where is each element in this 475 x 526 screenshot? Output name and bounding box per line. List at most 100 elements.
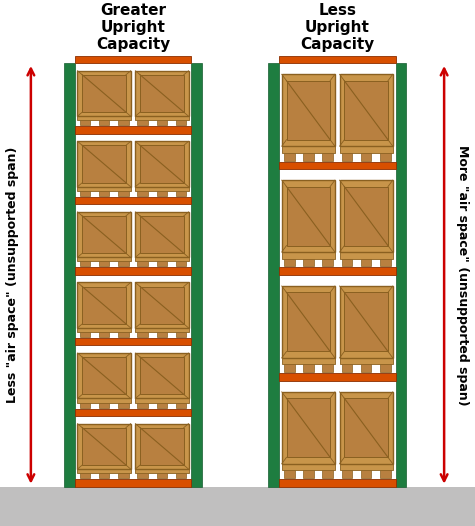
Bar bbox=[118, 120, 129, 125]
Bar bbox=[77, 282, 131, 328]
Bar bbox=[279, 161, 396, 169]
Bar bbox=[282, 180, 335, 252]
Bar bbox=[282, 146, 335, 153]
Bar bbox=[268, 63, 279, 487]
Bar bbox=[282, 74, 335, 146]
Bar bbox=[284, 258, 294, 266]
Bar bbox=[75, 267, 191, 275]
Bar bbox=[322, 258, 333, 266]
Bar bbox=[135, 71, 189, 116]
Bar bbox=[118, 261, 129, 266]
Bar bbox=[80, 402, 90, 408]
Bar bbox=[340, 286, 393, 358]
Text: Less "air space" (unsupported span): Less "air space" (unsupported span) bbox=[6, 147, 19, 403]
Bar bbox=[322, 365, 333, 372]
Bar bbox=[77, 257, 131, 261]
Bar bbox=[284, 365, 294, 372]
Bar bbox=[342, 365, 352, 372]
Bar bbox=[286, 81, 330, 140]
Bar bbox=[80, 332, 90, 337]
Bar bbox=[135, 141, 189, 187]
Bar bbox=[99, 120, 109, 125]
Bar bbox=[322, 470, 333, 478]
Bar bbox=[82, 428, 126, 465]
Bar bbox=[340, 74, 393, 146]
Bar bbox=[77, 328, 131, 332]
Text: More "air space" (unsupported span): More "air space" (unsupported span) bbox=[456, 145, 469, 405]
Bar bbox=[77, 399, 131, 402]
Bar bbox=[176, 120, 186, 125]
Bar bbox=[137, 332, 148, 337]
Bar bbox=[135, 257, 189, 261]
Bar bbox=[137, 473, 148, 478]
Bar bbox=[361, 258, 371, 266]
Bar bbox=[118, 332, 129, 337]
Bar bbox=[135, 469, 189, 473]
Bar bbox=[82, 75, 126, 112]
Bar bbox=[137, 402, 148, 408]
Bar bbox=[282, 252, 335, 258]
Bar bbox=[82, 216, 126, 253]
Bar bbox=[340, 252, 393, 258]
Bar bbox=[135, 328, 189, 332]
Bar bbox=[135, 399, 189, 402]
Bar bbox=[344, 187, 388, 246]
Bar bbox=[135, 187, 189, 191]
Bar bbox=[282, 464, 335, 470]
Bar bbox=[99, 402, 109, 408]
Bar bbox=[157, 120, 167, 125]
Bar bbox=[118, 473, 129, 478]
Bar bbox=[82, 287, 126, 324]
Bar bbox=[303, 470, 314, 478]
Text: Less
Upright
Capacity: Less Upright Capacity bbox=[300, 3, 374, 53]
Bar bbox=[140, 357, 184, 394]
Bar bbox=[75, 126, 191, 134]
Bar bbox=[77, 71, 131, 116]
Bar bbox=[75, 56, 191, 63]
Bar bbox=[157, 332, 167, 337]
Bar bbox=[75, 197, 191, 204]
Bar bbox=[99, 473, 109, 478]
Bar bbox=[118, 402, 129, 408]
Bar bbox=[77, 116, 131, 120]
Bar bbox=[322, 153, 333, 160]
Bar bbox=[286, 292, 330, 351]
Bar bbox=[342, 258, 352, 266]
Bar bbox=[380, 470, 390, 478]
Bar bbox=[361, 470, 371, 478]
Bar bbox=[77, 212, 131, 257]
Bar bbox=[344, 292, 388, 351]
Bar bbox=[157, 402, 167, 408]
Bar bbox=[135, 353, 189, 399]
Bar bbox=[279, 267, 396, 275]
Bar bbox=[75, 409, 191, 416]
Bar bbox=[284, 470, 294, 478]
Bar bbox=[64, 63, 75, 487]
Bar bbox=[135, 423, 189, 469]
Bar bbox=[282, 286, 335, 358]
Bar bbox=[176, 191, 186, 196]
Bar bbox=[340, 392, 393, 464]
Bar bbox=[361, 153, 371, 160]
Bar bbox=[80, 191, 90, 196]
Bar bbox=[77, 469, 131, 473]
Bar bbox=[99, 191, 109, 196]
Text: Greater
Upright
Capacity: Greater Upright Capacity bbox=[96, 3, 170, 53]
Bar bbox=[279, 56, 396, 63]
Bar bbox=[140, 216, 184, 253]
Bar bbox=[0, 487, 475, 526]
Bar bbox=[77, 423, 131, 469]
Bar bbox=[191, 63, 202, 487]
Bar bbox=[135, 212, 189, 257]
Bar bbox=[80, 120, 90, 125]
Bar bbox=[135, 282, 189, 328]
Bar bbox=[118, 191, 129, 196]
Bar bbox=[340, 180, 393, 252]
Bar bbox=[344, 81, 388, 140]
Bar bbox=[340, 464, 393, 470]
Bar bbox=[82, 145, 126, 183]
Bar bbox=[303, 153, 314, 160]
Bar bbox=[82, 357, 126, 394]
Bar bbox=[80, 261, 90, 266]
Bar bbox=[380, 258, 390, 266]
